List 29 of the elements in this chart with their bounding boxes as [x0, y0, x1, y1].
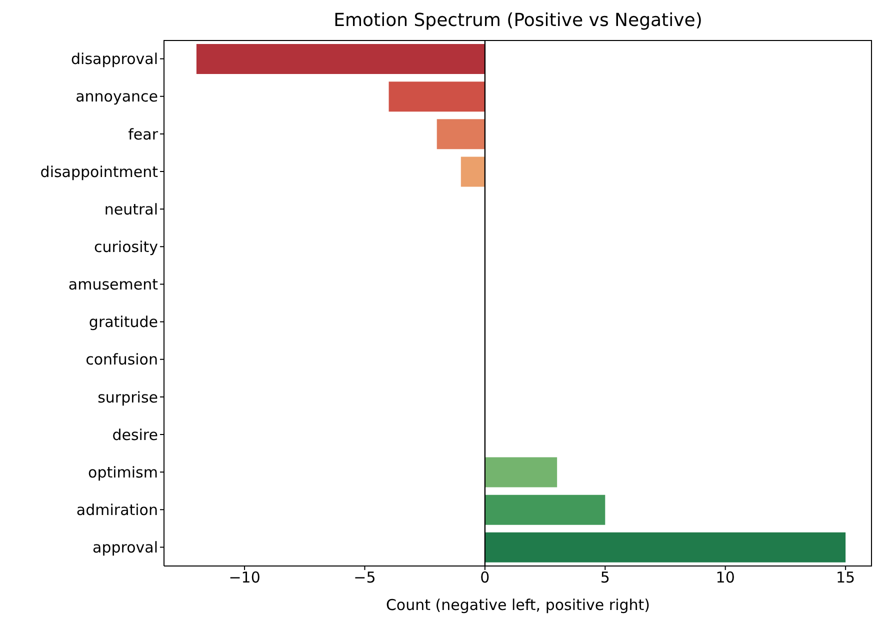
x-tick-label: 15	[836, 568, 856, 587]
x-tick-label: 0	[480, 568, 490, 587]
y-tick-label: curiosity	[94, 238, 158, 256]
bar	[436, 119, 485, 150]
y-tick-label: disapproval	[71, 50, 158, 68]
y-tick-label: annoyance	[76, 88, 158, 106]
y-tick-label: fear	[128, 125, 159, 144]
y-tick-label: disappointment	[40, 162, 158, 181]
bar	[484, 457, 558, 488]
x-tick-label: 5	[600, 568, 610, 587]
x-tick-label: −10	[228, 568, 260, 587]
bar	[196, 44, 485, 74]
y-tick-label: optimism	[88, 463, 158, 482]
x-axis-title: Count (negative left, positive right)	[386, 596, 650, 614]
bar	[484, 532, 846, 562]
y-tick-label: surprise	[98, 388, 158, 406]
y-tick-label: admiration	[76, 500, 158, 519]
x-tick-label: 10	[716, 568, 735, 587]
y-tick-label: approval	[92, 538, 158, 557]
y-tick-label: desire	[112, 426, 158, 444]
bar	[460, 156, 485, 187]
x-tick-label: −5	[354, 568, 376, 587]
y-tick-label: gratitude	[88, 313, 158, 332]
y-tick-label: amusement	[68, 276, 158, 294]
y-tick-label: neutral	[104, 200, 158, 218]
y-tick-label: confusion	[86, 350, 158, 369]
chart-title: Emotion Spectrum (Positive vs Negative)	[332, 10, 704, 31]
bar	[388, 82, 485, 112]
bar	[484, 494, 606, 525]
